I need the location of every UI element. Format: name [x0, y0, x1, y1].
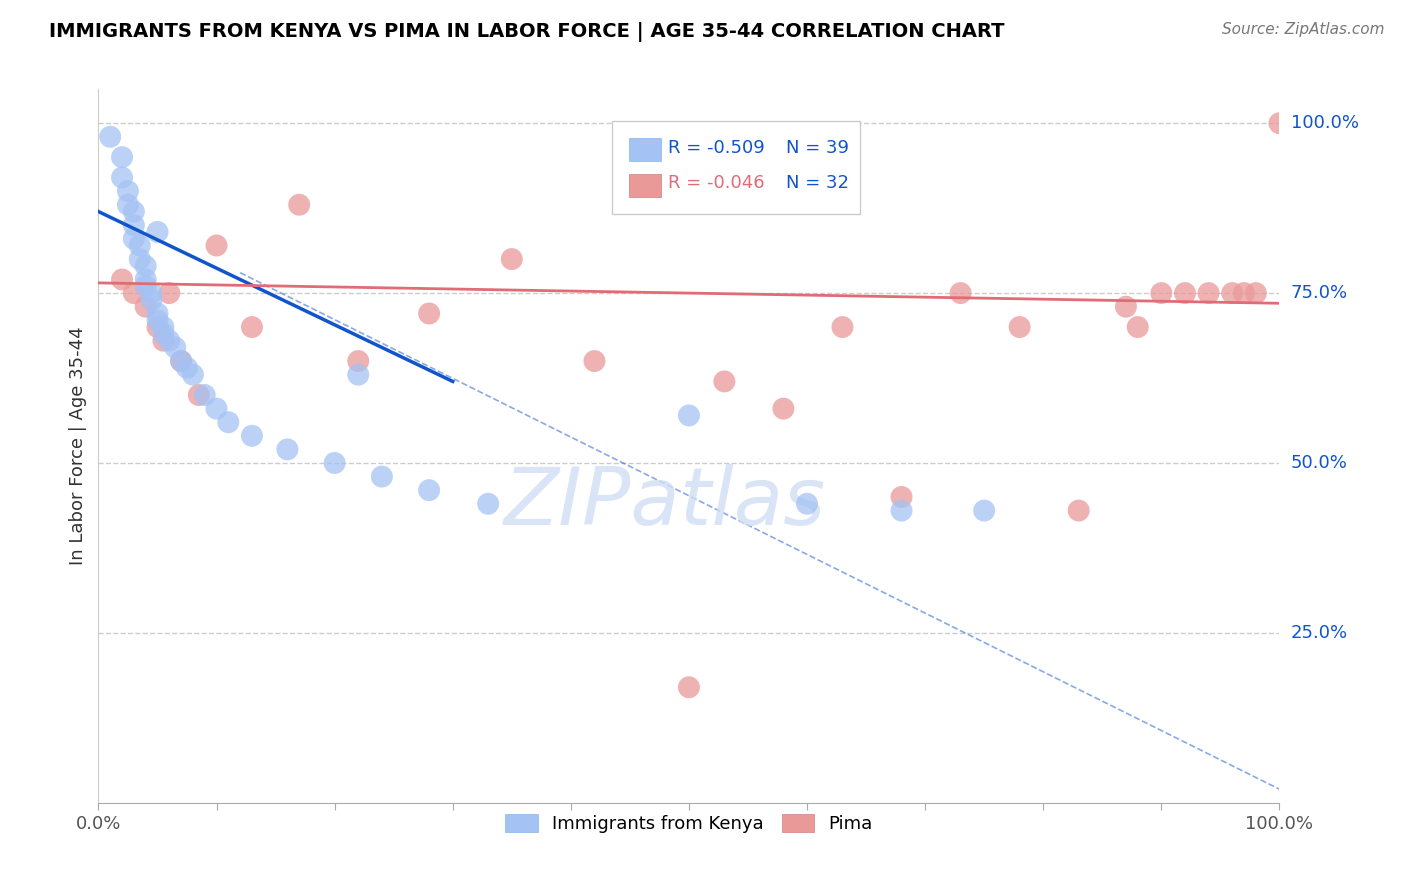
Text: ZIPatlas: ZIPatlas — [505, 464, 827, 542]
Point — [772, 401, 794, 416]
Point — [1067, 503, 1090, 517]
Text: N = 39: N = 39 — [786, 139, 849, 157]
Point — [477, 497, 499, 511]
Point — [1008, 320, 1031, 334]
Point — [135, 272, 157, 286]
Point — [122, 286, 145, 301]
Text: R = -0.046: R = -0.046 — [668, 175, 765, 193]
Point — [796, 497, 818, 511]
Point — [194, 388, 217, 402]
Text: 25.0%: 25.0% — [1291, 624, 1348, 642]
Point — [128, 252, 150, 266]
Point — [347, 368, 370, 382]
Point — [165, 341, 187, 355]
Text: R = -0.509: R = -0.509 — [668, 139, 765, 157]
Point — [122, 204, 145, 219]
Point — [1174, 286, 1197, 301]
FancyBboxPatch shape — [628, 174, 661, 197]
Point — [1268, 116, 1291, 130]
Point — [1220, 286, 1243, 301]
Point — [111, 170, 134, 185]
Text: 50.0%: 50.0% — [1291, 454, 1347, 472]
Point — [181, 368, 204, 382]
Legend: Immigrants from Kenya, Pima: Immigrants from Kenya, Pima — [498, 806, 880, 840]
Point — [152, 326, 174, 341]
Point — [831, 320, 853, 334]
Text: Source: ZipAtlas.com: Source: ZipAtlas.com — [1222, 22, 1385, 37]
Point — [128, 238, 150, 252]
Point — [111, 150, 134, 164]
Point — [678, 409, 700, 423]
Point — [1126, 320, 1149, 334]
Point — [890, 503, 912, 517]
Point — [146, 225, 169, 239]
Point — [152, 334, 174, 348]
Point — [276, 442, 298, 457]
Point — [122, 218, 145, 232]
Point — [146, 306, 169, 320]
Text: N = 32: N = 32 — [786, 175, 849, 193]
Point — [135, 279, 157, 293]
Point — [678, 680, 700, 694]
Point — [170, 354, 193, 368]
Point — [205, 238, 228, 252]
Point — [288, 198, 311, 212]
Point — [1115, 300, 1137, 314]
Point — [146, 320, 169, 334]
Point — [146, 313, 169, 327]
Text: IMMIGRANTS FROM KENYA VS PIMA IN LABOR FORCE | AGE 35-44 CORRELATION CHART: IMMIGRANTS FROM KENYA VS PIMA IN LABOR F… — [49, 22, 1005, 42]
Y-axis label: In Labor Force | Age 35-44: In Labor Force | Age 35-44 — [69, 326, 87, 566]
Point — [347, 354, 370, 368]
Point — [187, 388, 209, 402]
Point — [713, 375, 735, 389]
Point — [1233, 286, 1256, 301]
Point — [240, 320, 263, 334]
Text: 75.0%: 75.0% — [1291, 284, 1348, 302]
Point — [418, 483, 440, 498]
Point — [141, 293, 163, 307]
Point — [1198, 286, 1220, 301]
Point — [217, 415, 239, 429]
Point — [122, 232, 145, 246]
FancyBboxPatch shape — [612, 121, 860, 214]
Point — [157, 334, 180, 348]
Point — [323, 456, 346, 470]
Point — [170, 354, 193, 368]
Point — [240, 429, 263, 443]
Point — [371, 469, 394, 483]
Text: 100.0%: 100.0% — [1291, 114, 1358, 132]
Point — [949, 286, 972, 301]
Point — [98, 129, 121, 144]
Point — [973, 503, 995, 517]
Point — [117, 198, 139, 212]
FancyBboxPatch shape — [628, 138, 661, 161]
Point — [1150, 286, 1173, 301]
Point — [111, 272, 134, 286]
Point — [418, 306, 440, 320]
Point — [1244, 286, 1267, 301]
Point — [501, 252, 523, 266]
Point — [890, 490, 912, 504]
Point — [135, 259, 157, 273]
Point — [117, 184, 139, 198]
Point — [157, 286, 180, 301]
Point — [176, 360, 198, 375]
Point — [152, 320, 174, 334]
Point — [141, 286, 163, 301]
Point — [583, 354, 606, 368]
Point — [205, 401, 228, 416]
Point — [135, 300, 157, 314]
